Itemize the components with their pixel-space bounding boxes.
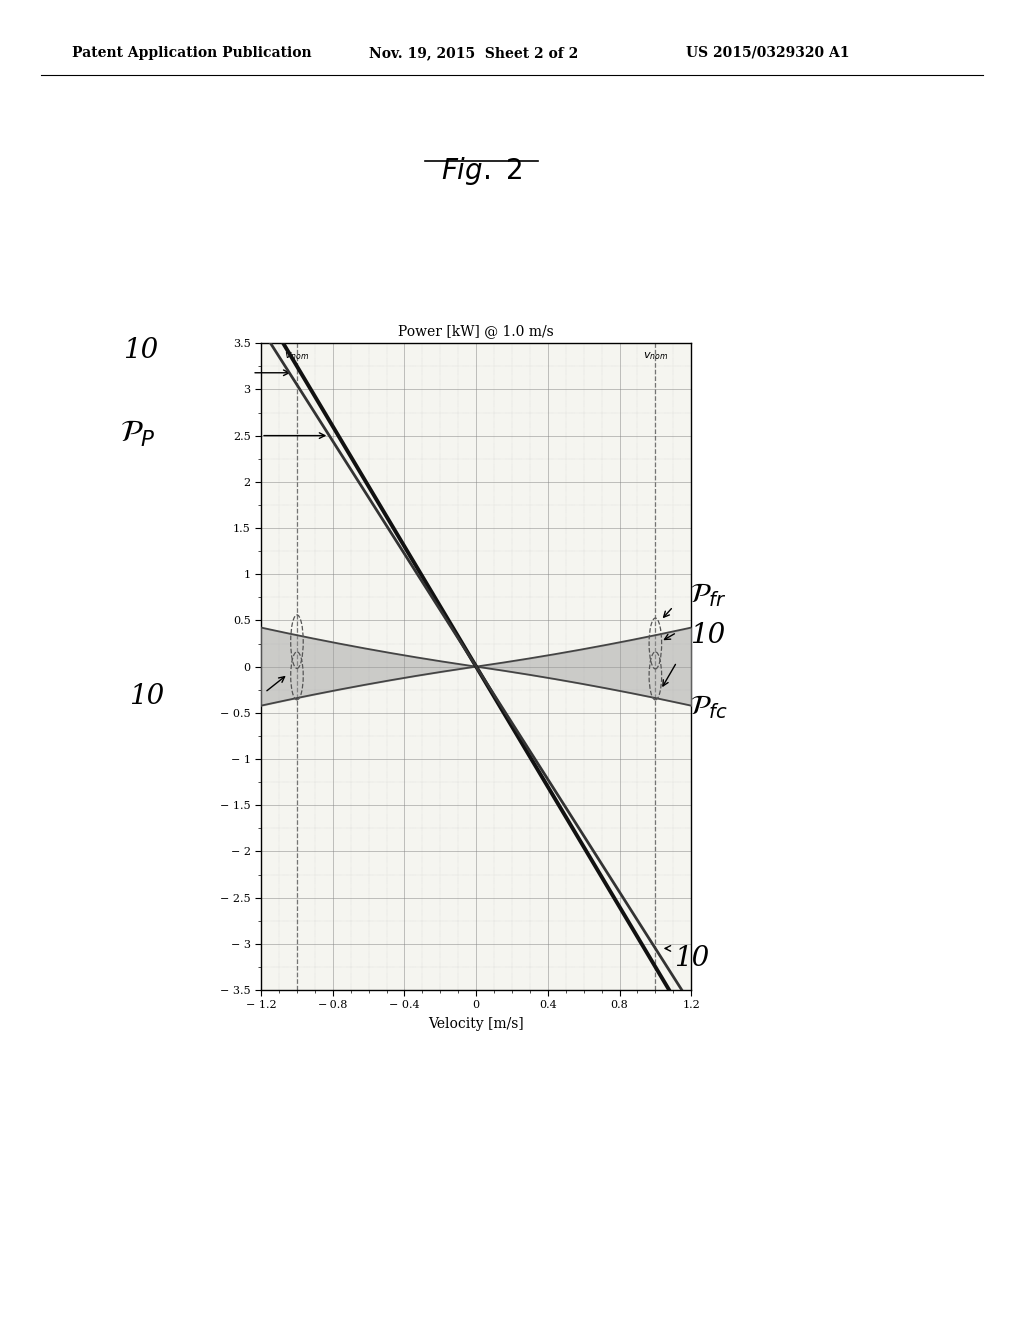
X-axis label: Velocity [m/s]: Velocity [m/s]	[428, 1018, 524, 1031]
Text: 10: 10	[689, 622, 725, 649]
Text: 10: 10	[675, 945, 710, 973]
Text: $v_{nom}$: $v_{nom}$	[643, 351, 668, 363]
Text: $\mathit{Fig}$$.\ 2$: $\mathit{Fig}$$.\ 2$	[440, 156, 522, 187]
Text: $v_{nom}$: $v_{nom}$	[285, 351, 309, 363]
Text: Nov. 19, 2015  Sheet 2 of 2: Nov. 19, 2015 Sheet 2 of 2	[369, 46, 578, 59]
Text: $\mathcal{P}_{fc}$: $\mathcal{P}_{fc}$	[689, 693, 728, 721]
Title: Power [kW] @ 1.0 m/s: Power [kW] @ 1.0 m/s	[398, 323, 554, 338]
Text: US 2015/0329320 A1: US 2015/0329320 A1	[686, 46, 850, 59]
Text: 10: 10	[129, 684, 164, 710]
Text: 10: 10	[123, 337, 158, 364]
Text: $\mathcal{P}_{fr}$: $\mathcal{P}_{fr}$	[689, 581, 726, 610]
Text: Patent Application Publication: Patent Application Publication	[72, 46, 311, 59]
Text: $\mathcal{P}_P$: $\mathcal{P}_P$	[121, 420, 156, 449]
